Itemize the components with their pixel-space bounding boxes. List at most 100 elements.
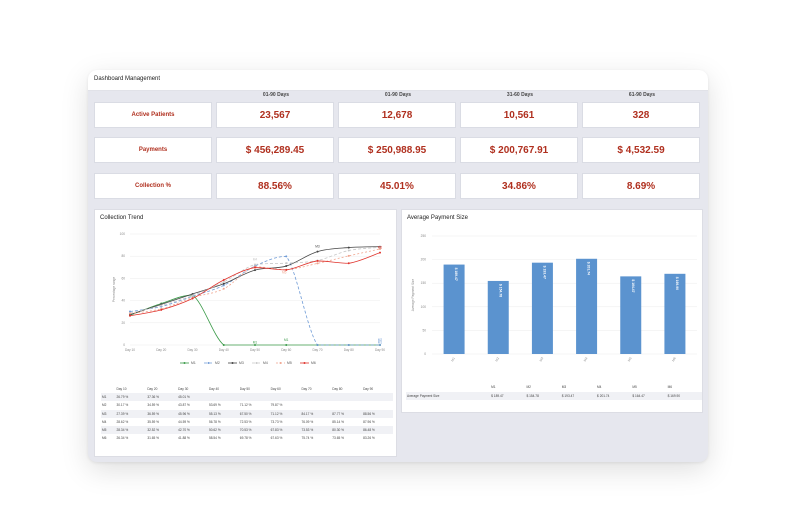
data-point — [222, 284, 225, 287]
table-cell: 69.78 % — [239, 436, 252, 441]
row-label-active-patients: Active Patients — [94, 102, 212, 128]
table-cell: 76.09 % — [301, 419, 314, 424]
table-cell: $ 201.74 — [596, 391, 632, 400]
legend-marker — [231, 362, 234, 364]
table-cell: 27.39 % — [115, 409, 147, 418]
point-label: M1 — [378, 341, 383, 345]
bar-m6 — [664, 273, 686, 354]
legend-marker — [255, 362, 258, 364]
table-cell: $ 154.78 — [525, 391, 561, 400]
dashboard-window: Dashboard Management 01-90 Days 01-90 Da… — [88, 70, 708, 462]
table-row: Average Payment Size $ 189.47 $ 154.78 $ 19… — [406, 391, 702, 400]
payments-value: $ 456,289.45 — [216, 137, 334, 163]
table-header-cell: M5 — [632, 385, 637, 390]
table-cell: 55.13 % — [207, 409, 239, 418]
table-cell — [300, 393, 332, 402]
data-point — [379, 246, 381, 249]
table-cell — [238, 393, 270, 402]
data-point — [129, 314, 131, 317]
table-header-cell: M1 — [491, 385, 496, 390]
data-point — [379, 251, 381, 254]
table-cell: M6 — [102, 436, 107, 441]
data-point — [191, 297, 194, 300]
y-axis-label: Average Payment Size — [411, 279, 415, 312]
series-line-m6 — [129, 252, 381, 317]
data-point — [347, 249, 350, 252]
table-header-cell: Day 80 — [332, 387, 343, 392]
series-line-m2 — [129, 255, 380, 346]
table-header-cell: M6 — [667, 385, 673, 390]
table-cell: 37.36 % — [146, 393, 178, 402]
data-point — [222, 287, 225, 290]
data-point — [129, 312, 131, 315]
table-row: M1 26.79 % 37.36 % 45.01 % — [101, 393, 393, 402]
table-cell — [362, 401, 393, 409]
table-cell: M3 — [101, 409, 116, 418]
data-point — [254, 263, 256, 266]
x-tick-label: Day 60 — [281, 348, 291, 352]
x-tick-label: M3 — [539, 356, 545, 362]
y-tick-label: 80 — [121, 254, 125, 258]
table-row: M4 28.62 % 35.59 % 44.59 % 56.78 % 72.53 % 73.… — [101, 418, 393, 426]
table-cell: 36.59 % — [146, 409, 178, 418]
y-axis-label: Percentage range — [112, 277, 116, 303]
average-payment-chart: 0 50 100 150 200 250 Average Payment Size $ 189… — [411, 234, 697, 362]
column-header-1: 01-90 Days — [262, 92, 290, 98]
y-tick-label: 100 — [120, 232, 126, 236]
table-header-cell: Day 40 — [208, 387, 220, 392]
table-cell — [207, 393, 239, 402]
data-point — [191, 294, 194, 297]
table-cell: $ 164.47 — [631, 391, 667, 400]
table-cell: 70.53 % — [238, 425, 270, 435]
average-payment-panel: Average Payment Size 0 50 100 150 200 250 Aver… — [401, 209, 703, 413]
legend-label: M1 — [191, 361, 196, 365]
column-header-4: 61-90 Days — [628, 92, 656, 98]
data-point — [285, 344, 288, 346]
x-tick-label: Day 10 — [125, 348, 135, 352]
table-cell: 86.48 % — [362, 425, 393, 435]
table-cell: 83.26 % — [363, 436, 375, 441]
point-label: M4 — [253, 257, 258, 261]
table-cell: 85.14 % — [332, 419, 344, 424]
y-tick-label: 0 — [123, 343, 125, 347]
table-cell: 44.59 % — [178, 419, 190, 424]
series-line-m4 — [129, 246, 381, 314]
table-header-cell: Day 30 — [178, 387, 189, 392]
active-patients-value: 23,567 — [216, 102, 334, 128]
table-row: M2 30.17 % 34.59 % 43.87 % 53.69 % 71.12 % 79.… — [101, 401, 393, 409]
table-header-cell: Day 20 — [147, 387, 158, 392]
table-cell: M5 — [101, 425, 116, 435]
table-cell: 87.96 % — [363, 419, 375, 424]
data-point — [222, 280, 225, 283]
table-cell: 50.62 % — [207, 425, 239, 435]
bar-data-label: $ 169.90 — [675, 277, 679, 290]
table-cell: 73.53 % — [300, 425, 332, 435]
legend-label: M2 — [215, 361, 220, 365]
table-cell: 32.52 % — [146, 425, 178, 435]
table-cell: 43.87 % — [178, 403, 190, 408]
data-point — [285, 268, 288, 271]
y-tick-label: 100 — [421, 305, 427, 309]
table-cell: 67.50 % — [238, 409, 270, 418]
column-header-2: 01-90 Days — [384, 92, 412, 98]
legend-marker — [303, 362, 306, 364]
payments-value: $ 250,988.95 — [338, 137, 456, 163]
row-label-payments: Payments — [94, 137, 212, 163]
table-header-cell: M4 — [597, 385, 602, 390]
title-bar: Dashboard Management — [88, 70, 708, 91]
table-cell: 26.34 % — [116, 436, 129, 441]
legend-label: M6 — [311, 361, 316, 365]
table-cell: 80.30 % — [331, 425, 363, 435]
legend-marker — [207, 362, 210, 364]
bar-m4 — [576, 258, 598, 354]
table-header-cell: M3 — [561, 385, 567, 390]
data-point — [222, 282, 225, 285]
table-header-cell: M2 — [526, 385, 531, 390]
table-cell: 28.34 % — [115, 425, 147, 435]
x-tick-label: Day 20 — [156, 348, 166, 352]
x-tick-label: M5 — [627, 356, 633, 362]
data-point — [285, 265, 288, 268]
table-header-cell: Day 50 — [239, 387, 250, 392]
series-line-m5 — [129, 248, 381, 314]
data-point — [129, 310, 131, 313]
